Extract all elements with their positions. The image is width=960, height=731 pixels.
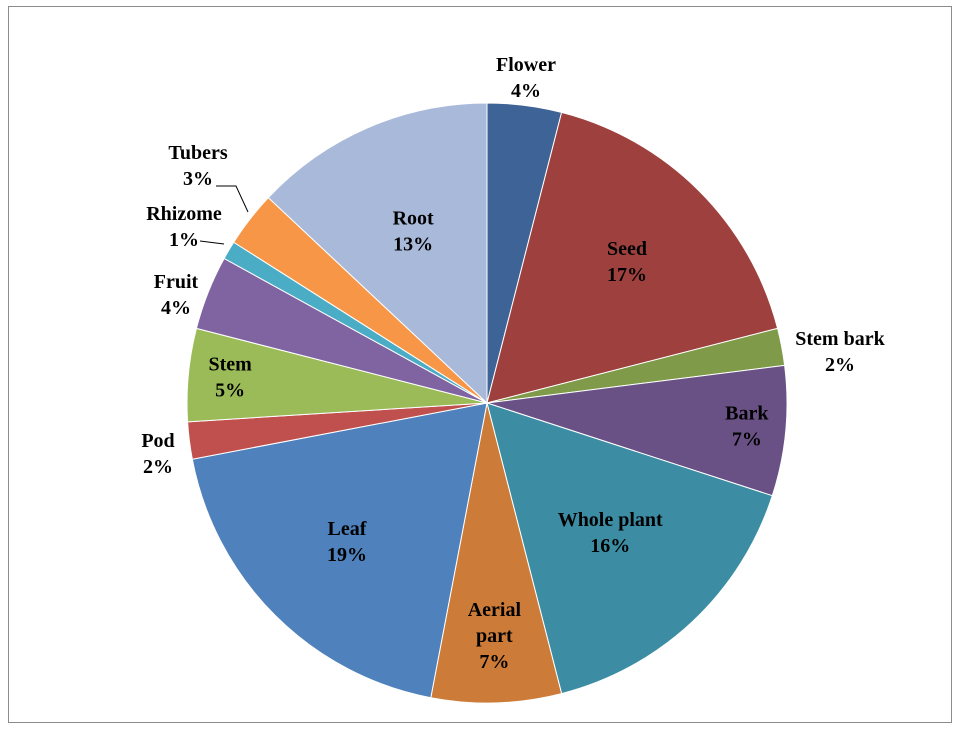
pie-slice-whole-plant (486, 402, 773, 695)
pie-label-bark: Bark 7% (725, 403, 769, 451)
pie-label-tubers: Tubers 3% (168, 142, 228, 190)
pie-label-stem: Stem 5% (208, 354, 252, 402)
pie-label-rhizome: Rhizome 1% (146, 203, 222, 251)
pie-slice-leaf (191, 402, 488, 699)
leader-line-rhizome (199, 240, 225, 245)
pie-label-stem-bark: Stem bark 2% (795, 328, 885, 376)
pie-slice-aerial-part (430, 402, 563, 704)
pie-label-root: Root 13% (393, 207, 434, 255)
pie-label-flower: Flower 4% (496, 54, 556, 102)
pie-label-seed: Seed 17% (607, 238, 647, 286)
pie-slice-bark (486, 364, 788, 497)
pie-slice-seed (486, 111, 779, 404)
pie-label-pod: Pod 2% (141, 430, 174, 478)
pie-label-fruit: Fruit 4% (154, 271, 199, 319)
pie-label-aerial-part: Aerial part 7% (468, 599, 522, 673)
pie-slice-root (267, 102, 488, 405)
pie-label-leaf: Leaf 19% (327, 518, 367, 566)
pie-label-whole-plant: Whole plant 16% (558, 509, 663, 557)
leader-line-tubers (216, 185, 249, 213)
